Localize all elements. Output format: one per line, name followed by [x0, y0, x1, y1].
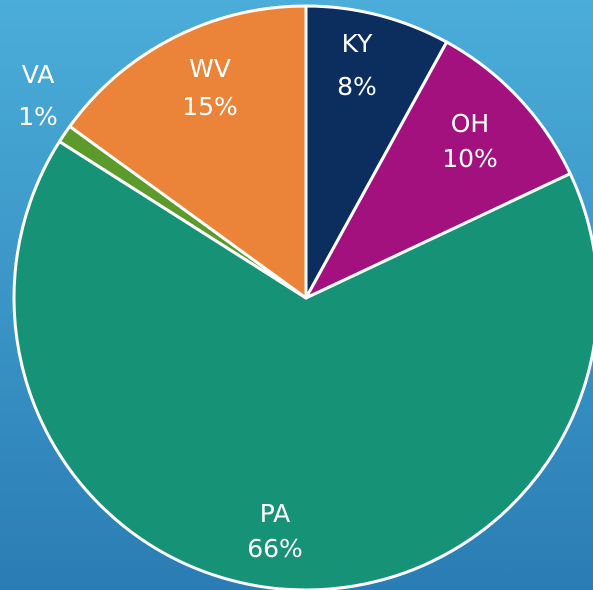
- pie-slice: [304, 40, 572, 300]
- category-label: KY: [342, 29, 374, 58]
- value-label: 15%: [182, 92, 238, 121]
- category-label: OH: [451, 109, 489, 138]
- labels: KY 8% OH 10% PA 66% VA 1% WV 15%: [18, 29, 498, 563]
- value-label: 10%: [442, 144, 498, 173]
- category-label: VA: [22, 60, 55, 89]
- value-label: 1%: [18, 102, 58, 131]
- pie-slice: [304, 4, 449, 300]
- pie-slice: [68, 4, 308, 300]
- value-label: 66%: [247, 534, 303, 563]
- category-label: WV: [189, 54, 231, 83]
- value-label: 8%: [337, 72, 377, 101]
- pie: [12, 4, 593, 590]
- category-label: PA: [260, 499, 291, 528]
